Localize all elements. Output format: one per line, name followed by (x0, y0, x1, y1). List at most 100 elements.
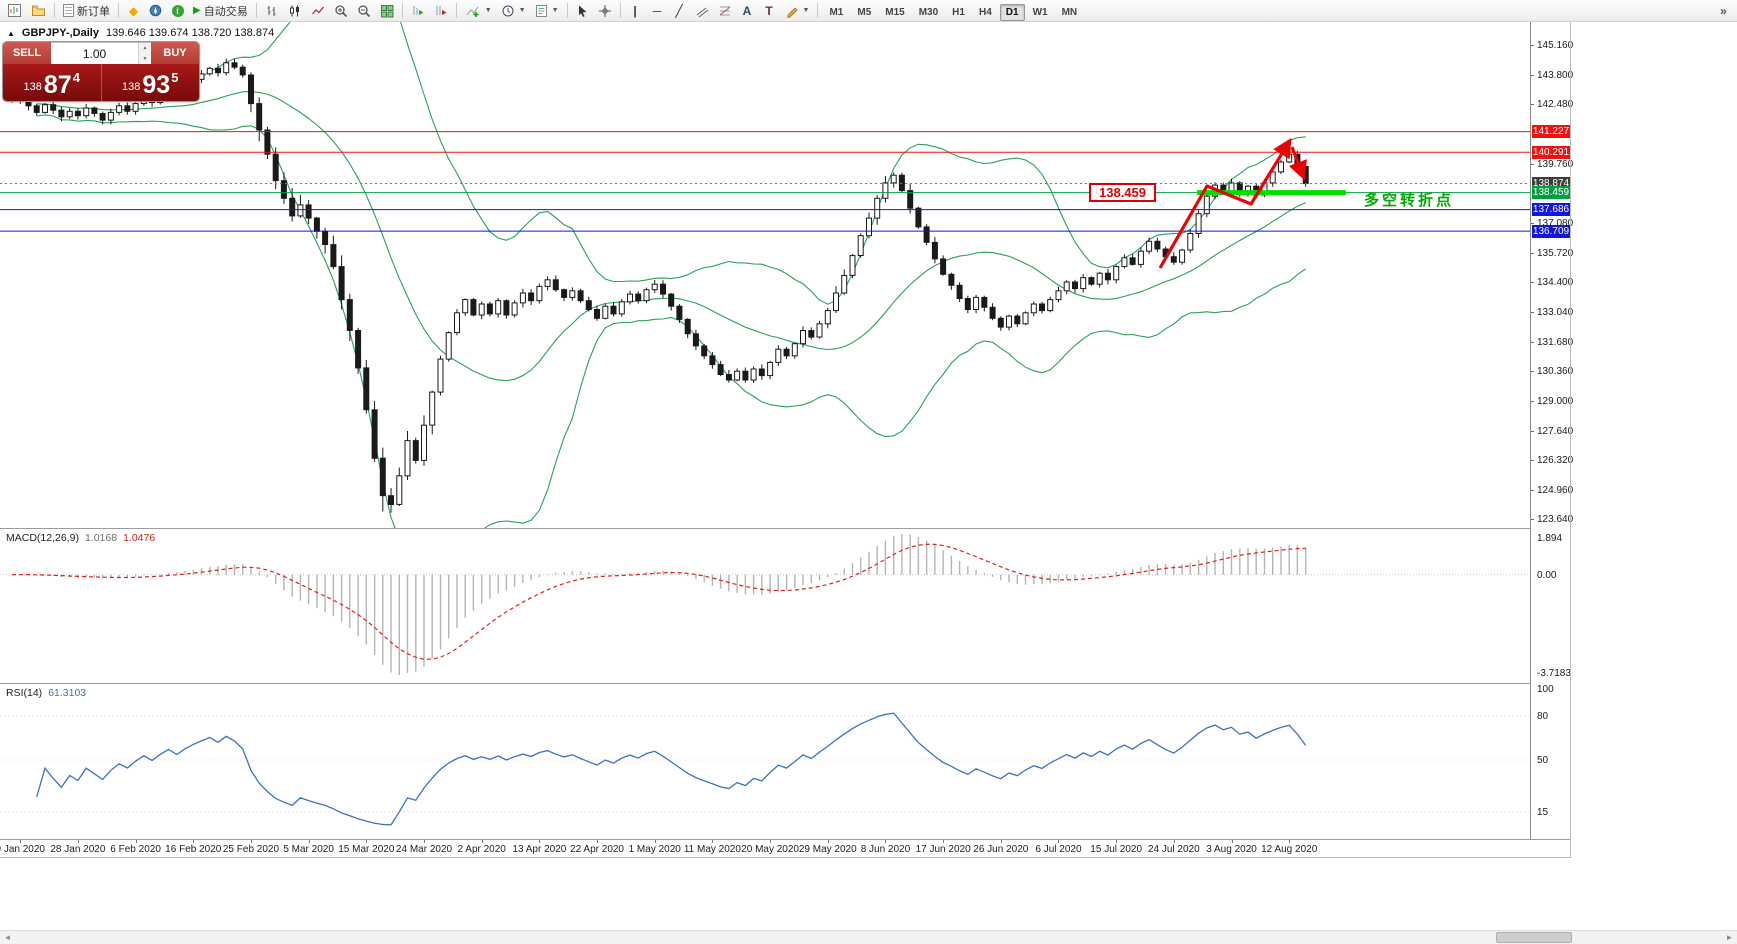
volume-value[interactable]: 1.00 (82, 46, 107, 61)
candle (577, 290, 584, 302)
line-chart-mode-button[interactable] (307, 1, 329, 20)
candle (528, 292, 535, 302)
sell-price-display[interactable]: 138 87 4 (3, 64, 101, 101)
timeframe-button-mn[interactable]: MN (1061, 6, 1078, 18)
timeframe-button-m15[interactable]: M15 (885, 6, 905, 18)
candle (1039, 303, 1045, 312)
volume-stepper[interactable]: 1.00 ▲ ▼ (51, 42, 151, 64)
candle (1179, 249, 1186, 263)
timeframe-button-m5[interactable]: M5 (857, 6, 872, 18)
candle (701, 345, 708, 357)
trend-arrow[interactable] (1288, 146, 1307, 181)
price-axis-label: 131.680 (1537, 336, 1574, 348)
indicators-dropdown[interactable]: ▼ (461, 1, 496, 20)
bar-chart-mode-button[interactable] (261, 1, 283, 20)
rsi-indicator-pane[interactable] (0, 684, 1530, 838)
zoom-in-button[interactable] (330, 1, 352, 20)
candle (280, 180, 287, 199)
support-annotation-text[interactable]: 多空转折点 (1364, 192, 1455, 209)
sell-button[interactable]: SELL (3, 42, 51, 64)
timeframe-button-d1[interactable]: D1 (999, 3, 1025, 21)
scrollbar-thumb[interactable] (1496, 932, 1572, 943)
fibonacci-tool[interactable] (714, 1, 736, 20)
navigator-icon (149, 4, 162, 17)
toolbar-overflow-button[interactable]: » (1713, 1, 1734, 20)
price-axis-label: 126.320 (1537, 454, 1574, 466)
bollinger-middle-band (36, 91, 1306, 382)
channel-tool[interactable] (691, 1, 713, 20)
time-axis[interactable]: 9 Jan 2020 28 Jan 2020 6 Feb 2020 16 Feb 20… (0, 840, 1571, 858)
scroll-left-button[interactable]: ◄ (3, 933, 12, 942)
timeframe-button-m1[interactable]: M1 (829, 6, 844, 18)
auto-scroll-button[interactable] (407, 1, 429, 20)
timeframe-button-h4[interactable]: H4 (978, 6, 992, 18)
timeframe-button-h1[interactable]: H1 (952, 6, 965, 18)
price-scale[interactable]: 145.160 143.800 142.480 139.760 137.080 135.7… (1530, 22, 1574, 839)
periods-dropdown[interactable]: ▼ (497, 1, 530, 20)
candle (989, 306, 996, 319)
macd-label: MACD(12,26,9) 1.0168 1.0476 (6, 532, 155, 544)
volume-down-button[interactable]: ▼ (139, 53, 151, 64)
templates-dropdown[interactable]: ▼ (531, 1, 563, 20)
timeframe-button-m30[interactable]: M30 (918, 6, 939, 18)
price-tag-140.291: 140.291 (1532, 145, 1570, 159)
vertical-line-tool[interactable]: | (625, 1, 646, 20)
macd-indicator-pane[interactable] (0, 529, 1530, 682)
cursor-tool-button[interactable] (572, 1, 593, 20)
price-axis-tick (1531, 519, 1534, 520)
profiles-button[interactable] (27, 1, 50, 20)
main-price-chart[interactable] (0, 22, 1530, 528)
buy-price-display[interactable]: 138 93 5 (100, 64, 200, 101)
volume-up-button[interactable]: ▲ (139, 43, 151, 54)
price-annotation-box[interactable]: 138.459 (1089, 183, 1156, 202)
candle (198, 73, 205, 80)
cursor-icon (578, 5, 587, 17)
chart-shift-icon (436, 5, 447, 15)
candle (1022, 312, 1029, 325)
candle (50, 104, 57, 111)
price-tag-138.459: 138.459 (1532, 186, 1570, 200)
candle (355, 330, 362, 369)
time-axis-tick (712, 840, 714, 843)
zoom-out-button[interactable] (353, 1, 375, 20)
candles (9, 58, 1309, 513)
crosshair-tool-button[interactable] (594, 1, 616, 20)
volume-spinner: ▲ ▼ (138, 43, 151, 64)
horizontal-line-tool[interactable]: ─ (647, 1, 668, 20)
horizontal-scrollbar[interactable]: ◄ ► (0, 930, 1737, 944)
price-axis-tick (1531, 222, 1534, 224)
autotrading-button[interactable]: ▶ 自动交易 (189, 1, 252, 20)
one-click-panel-toggle[interactable]: ▲ (7, 28, 15, 38)
shapes-dropdown[interactable]: ▼ (781, 1, 814, 20)
candle (866, 217, 872, 237)
text-label-tool[interactable]: T (759, 1, 780, 20)
text-tool-icon: A (742, 3, 752, 18)
text-tool[interactable]: A (737, 1, 758, 20)
macd-main-value: 1.0168 (84, 532, 118, 544)
candle (1146, 240, 1153, 252)
timeframe-button-w1[interactable]: W1 (1032, 6, 1048, 18)
chart-shift-button[interactable] (430, 1, 452, 20)
buy-button[interactable]: BUY (151, 42, 199, 64)
date-label: 26 Jun 2020 (973, 844, 1029, 855)
trend-arrow[interactable] (1158, 137, 1292, 269)
candle (297, 204, 304, 217)
price-axis-label: 143.800 (1537, 69, 1574, 81)
candle (643, 289, 650, 302)
scroll-right-button[interactable]: ► (1725, 933, 1734, 942)
candlestick-mode-button[interactable] (284, 1, 306, 20)
new-order-button[interactable]: 新订单 (59, 1, 114, 20)
navigator-button[interactable] (145, 1, 166, 20)
tile-windows-button[interactable] (376, 1, 398, 20)
pane-splitter-macd[interactable] (0, 528, 1571, 529)
pane-splitter-rsi[interactable] (0, 683, 1571, 684)
candle (997, 317, 1004, 328)
price-axis-tick (1531, 489, 1534, 491)
new-chart-button[interactable] (3, 1, 26, 20)
metaeditor-button[interactable]: ◆ (123, 1, 144, 20)
trendline-tool[interactable]: ╱ (669, 1, 690, 20)
help-button[interactable]: i (167, 1, 188, 20)
macd-signal-value: 1.0476 (123, 532, 156, 544)
date-label: 28 Jan 2020 (50, 844, 106, 855)
candle (964, 298, 971, 310)
